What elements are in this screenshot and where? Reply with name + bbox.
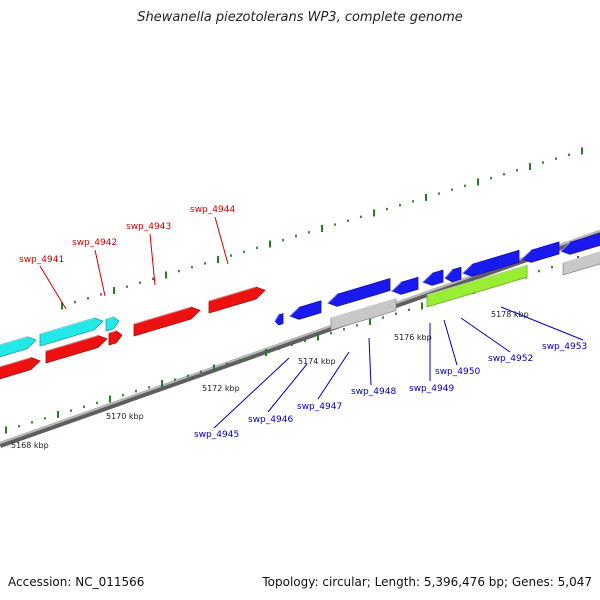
gene-arrow-blue-highlight [521, 249, 532, 260]
gene-arrow-blue-highlight [274, 314, 280, 322]
gene-block-green-highlight [426, 264, 528, 296]
scale-label: 5176 kbp [394, 333, 432, 342]
gene-arrow-blue[interactable] [274, 313, 284, 326]
gray-feature-block[interactable] [330, 298, 397, 331]
gene-label-red[interactable]: swp_4942 [72, 238, 117, 248]
gene-arrow-cyan[interactable] [105, 316, 120, 332]
gene-arrow-red[interactable] [108, 330, 123, 346]
leader-line-red [39, 265, 67, 310]
leader-line-blue [443, 319, 458, 366]
gene-arrow-blue-highlight [391, 281, 402, 292]
gene-arrow-red-highlight [133, 306, 192, 325]
gene-arrow-red-highlight [45, 334, 99, 352]
gene-arrow-cyan-highlight [0, 336, 28, 346]
gene-arrow-blue[interactable] [521, 241, 560, 263]
gene-arrow-red[interactable] [133, 306, 201, 337]
gene-label-blue[interactable]: swp_4947 [297, 402, 342, 412]
gray-feature-block-highlight [330, 298, 397, 319]
genome-title: Shewanella piezotolerans WP3, complete g… [137, 10, 463, 25]
gene-label-blue[interactable]: swp_4946 [248, 415, 293, 425]
leader-line-red [214, 216, 229, 265]
leader-line-blue [317, 351, 350, 400]
gene-label-blue[interactable]: swp_4949 [409, 384, 454, 394]
gene-label-red[interactable]: swp_4944 [190, 205, 235, 215]
gene-arrow-blue-highlight [289, 306, 300, 317]
gray-feature-block-highlight [562, 251, 600, 264]
scale-label: 5168 kbp [11, 441, 49, 450]
leader-line-blue [267, 363, 308, 413]
gene-arrow-blue-highlight [327, 293, 338, 304]
scale-label: 5178 kbp [491, 310, 529, 319]
gene-arrow-blue[interactable] [422, 269, 444, 286]
leader-line-red [94, 249, 106, 297]
gene-arrow-blue[interactable] [444, 266, 462, 283]
gene-arrow-red[interactable] [45, 335, 108, 364]
gene-label-red[interactable]: swp_4943 [126, 222, 171, 232]
gene-label-red[interactable]: swp_4941 [19, 255, 64, 265]
leader-line-blue [460, 317, 511, 353]
scale-label: 5170 kbp [106, 412, 144, 421]
gene-arrow-cyan-highlight [39, 317, 95, 335]
gene-arrow-red[interactable] [208, 286, 266, 314]
gene-arrow-blue[interactable] [391, 276, 419, 295]
leader-line-blue [368, 337, 372, 386]
gene-arrow-blue-highlight [560, 241, 571, 252]
scale-label: 5172 kbp [202, 384, 240, 393]
gene-block-green[interactable] [426, 264, 528, 308]
gene-arrow-blue-highlight [444, 269, 453, 279]
gene-arrow-cyan[interactable] [39, 317, 104, 347]
gene-arrow-blue[interactable] [462, 249, 520, 277]
genome-summary-text: Topology: circular; Length: 5,396,476 bp… [262, 575, 592, 589]
gene-arrow-cyan-highlight [105, 316, 114, 320]
scale-label: 5174 kbp [298, 357, 336, 366]
accession-text: Accession: NC_011566 [8, 575, 145, 589]
gene-label-blue[interactable]: swp_4948 [351, 387, 396, 397]
gene-arrow-red-highlight [108, 330, 117, 334]
gene-arrow-blue[interactable] [327, 277, 391, 307]
gene-label-blue[interactable]: swp_4945 [194, 430, 239, 440]
gene-arrow-blue[interactable] [560, 232, 600, 255]
gene-label-blue[interactable]: swp_4950 [435, 367, 480, 377]
gene-arrow-cyan[interactable] [0, 336, 37, 358]
leader-line-blue [213, 357, 290, 429]
gene-arrow-red[interactable] [0, 357, 41, 380]
gray-feature-block[interactable] [562, 251, 600, 276]
gene-label-blue[interactable]: swp_4953 [542, 342, 587, 352]
leader-line-blue [500, 306, 584, 341]
gene-arrow-red-highlight [0, 356, 32, 368]
gene-label-blue[interactable]: swp_4952 [488, 354, 533, 364]
gene-arrow-blue-highlight [462, 263, 473, 274]
gene-arrow-blue[interactable] [289, 300, 322, 320]
gene-arrow-red-highlight [208, 286, 257, 302]
leader-line-red [149, 233, 156, 286]
gene-arrow-blue-highlight [422, 272, 433, 283]
